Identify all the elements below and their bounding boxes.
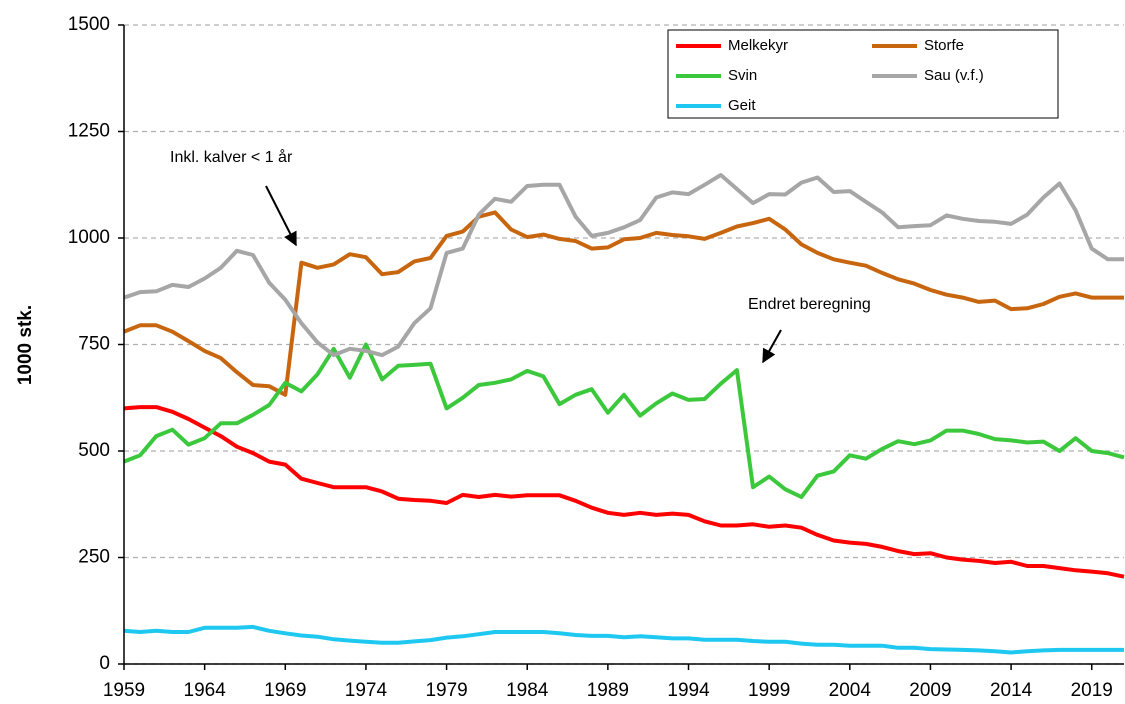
y-tick-label: 500 (78, 440, 110, 461)
x-tick-label: 1969 (264, 680, 306, 701)
legend-label: Sau (v.f.) (924, 67, 984, 84)
annotation: Endret beregning (748, 296, 871, 313)
x-tick-label: 2009 (909, 680, 951, 701)
annotation: Inkl. kalver < 1 år (170, 148, 293, 166)
lines (123, 173, 1125, 655)
x-tick-label: 1964 (184, 680, 227, 701)
annotation-arrow (762, 329, 782, 364)
x-tick-label: 1999 (748, 680, 790, 701)
series-line (123, 210, 1124, 397)
legend-label: Svin (728, 67, 757, 84)
y-tick-label: 0 (99, 653, 110, 674)
x-tick-label: 2004 (829, 680, 872, 701)
x-tick-label: 1989 (587, 680, 629, 701)
series-line (123, 624, 1124, 655)
x-tick-label: 2019 (1071, 680, 1113, 701)
x-tick-label: 1974 (345, 680, 388, 701)
x-tick-label: 2014 (990, 680, 1033, 701)
legend-box (667, 29, 1059, 119)
legend-label: Storfe (924, 37, 964, 54)
legend: Melkekyr Storfe Svin Sau (v.f.) Geit (667, 29, 1059, 119)
y-tick-label: 1000 (68, 227, 110, 248)
legend-label: Melkekyr (728, 37, 788, 54)
x-tick-label: 1959 (103, 680, 145, 701)
x-tick-label: 1984 (506, 680, 549, 701)
x-tick-label: 1979 (425, 680, 467, 701)
y-tick-label: 750 (78, 334, 110, 355)
legend-label: Geit (728, 97, 756, 114)
grid (124, 24, 1124, 665)
y-tick-label: 1250 (68, 121, 110, 142)
series-line (123, 405, 1125, 579)
x-tick-label: 1994 (667, 680, 710, 701)
series-line (123, 342, 1125, 499)
axes: 0 250 500 750 1000 1250 1500 1959 1964 1969 1974 19… (68, 14, 1124, 701)
y-tick-label: 1500 (68, 14, 110, 35)
annotation-arrow (265, 185, 297, 247)
series-line (123, 173, 1124, 358)
y-tick-label: 250 (78, 547, 110, 568)
y-axis-label: 1000 stk. (15, 305, 36, 385)
